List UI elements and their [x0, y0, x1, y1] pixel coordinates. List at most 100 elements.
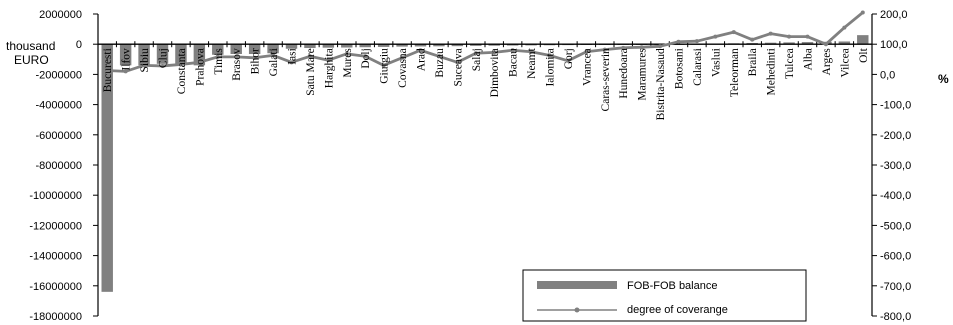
left-axis-tick-label: -10000000: [29, 190, 82, 202]
category-label: Satu Mare: [305, 48, 317, 96]
bar-salaj: [470, 44, 482, 46]
bar-galati: [267, 44, 279, 54]
legend: FOB-FOB balance degree of coverange: [522, 269, 807, 322]
bar-sibiu: [138, 44, 150, 66]
coverage-point-ialomita: [547, 53, 552, 58]
category-label: Constanta: [176, 48, 188, 94]
left-axis-tick-label: -2000000: [36, 69, 83, 81]
coverage-point-vilcea: [842, 25, 847, 30]
category-label: Salaj: [471, 48, 483, 71]
coverage-point-alba: [805, 34, 810, 39]
category-label: Dimbovita: [489, 48, 501, 97]
coverage-point-bihor: [252, 55, 257, 60]
coverage-point-bacau: [510, 48, 515, 53]
bar-tulcea: [783, 42, 795, 45]
bar-bacau: [506, 44, 519, 46]
right-axis-tick-label: -300,0: [880, 160, 911, 172]
right-axis-tick-label: -200,0: [880, 130, 911, 142]
category-label: Vaslui: [710, 48, 722, 77]
coverage-point-arges: [823, 42, 828, 47]
left-axis-tick-label: -6000000: [36, 130, 83, 142]
right-axis-tick-label: -600,0: [880, 251, 911, 263]
category-label: Harghita: [323, 48, 335, 88]
right-axis-tick-label: -700,0: [880, 281, 911, 293]
coverage-point-suceava: [455, 60, 460, 65]
right-axis-tick-label: -500,0: [880, 220, 911, 232]
category-label: Dolj: [360, 48, 372, 68]
coverage-point-buzau: [436, 54, 441, 59]
legend-line-marker: [574, 307, 580, 313]
category-label: Brasov: [231, 48, 243, 81]
coverage-point-gorj: [565, 58, 570, 63]
coverage-point-arad: [418, 48, 423, 53]
coverage-point-mehedinti: [768, 31, 773, 36]
coverage-point-olt: [860, 10, 865, 15]
bar-giurgiu: [377, 44, 390, 47]
coverage-point-prahova: [197, 60, 202, 65]
left-axis-tick-label: -16000000: [29, 281, 82, 293]
bar-ilfov: [119, 44, 132, 66]
right-axis-tick-label: -100,0: [880, 100, 911, 112]
category-label: Sibiu: [139, 48, 151, 73]
category-label: Bacau: [508, 48, 520, 77]
coverage-point-maramures: [639, 45, 644, 50]
category-label: Vilcea: [839, 48, 851, 77]
coverage-point-botosani: [676, 39, 681, 44]
bar-timis: [212, 44, 224, 55]
category-label: Bucuresti: [102, 48, 114, 92]
category-label: Galati: [268, 48, 280, 76]
category-label: Bistrita-Nasaud: [655, 48, 667, 120]
category-label: Mures: [342, 48, 354, 78]
coverage-point-iasi: [289, 60, 294, 65]
left-axis-tick-label: -4000000: [36, 100, 83, 112]
bar-vilcea: [838, 41, 851, 45]
right-axis-tick-label: -800,0: [880, 311, 911, 323]
coverage-point-giurgiu: [381, 63, 386, 68]
category-label: Vrancea: [581, 48, 593, 86]
category-label: Suceava: [452, 48, 464, 86]
coverage-point-vaslui: [713, 34, 718, 39]
right-axis-tick-label: -400,0: [880, 190, 911, 202]
bar-cluj: [156, 44, 169, 64]
category-label: Timis: [213, 48, 225, 75]
category-label: Botosani: [674, 48, 686, 89]
bar-iasi: [285, 44, 298, 49]
category-label: Calarasi: [692, 48, 704, 86]
bar-olt: [857, 35, 869, 45]
category-label: Giurgiu: [379, 48, 391, 84]
legend-label-balance: FOB-FOB balance: [627, 280, 717, 292]
bar-satu-mare: [304, 44, 316, 48]
legend-box: [522, 269, 807, 322]
legend-label-coverage: degree of coverange: [627, 304, 728, 316]
bar-mures: [341, 44, 353, 48]
bar-mehedinti: [764, 42, 777, 45]
category-label: Ialomita: [545, 48, 557, 86]
category-label: Teleorman: [729, 48, 741, 97]
coverage-point-bistrita-nasaud: [658, 44, 663, 49]
coverage-point-ilfov: [123, 69, 128, 74]
category-label: Prahova: [194, 48, 206, 86]
bar-harghita: [322, 44, 335, 48]
category-label: Iasi: [287, 48, 299, 65]
left-axis-unit-line2: EURO: [14, 53, 49, 67]
coverage-point-galati: [271, 53, 276, 58]
coverage-point-salaj: [473, 51, 478, 56]
coverage-point-braila: [750, 37, 755, 42]
coverage-point-dolj: [363, 54, 368, 59]
coverage-point-covasna: [400, 55, 405, 60]
bar-brasov: [230, 44, 242, 55]
category-label: Hunedoara: [618, 48, 630, 98]
bar-dolj: [359, 44, 371, 48]
category-label: Covasna: [397, 48, 409, 88]
coverage-point-satu-mare: [307, 54, 312, 59]
coverage-point-hunedoara: [621, 45, 626, 50]
coverage-point-brasov: [234, 54, 239, 59]
left-axis-tick-label: -18000000: [29, 311, 82, 323]
bar-prahova: [193, 44, 206, 66]
coverage-point-caras-severin: [602, 47, 607, 52]
category-label: Neamt: [526, 47, 538, 78]
coverage-point-tulcea: [787, 34, 792, 39]
category-label: Olt: [858, 47, 870, 63]
